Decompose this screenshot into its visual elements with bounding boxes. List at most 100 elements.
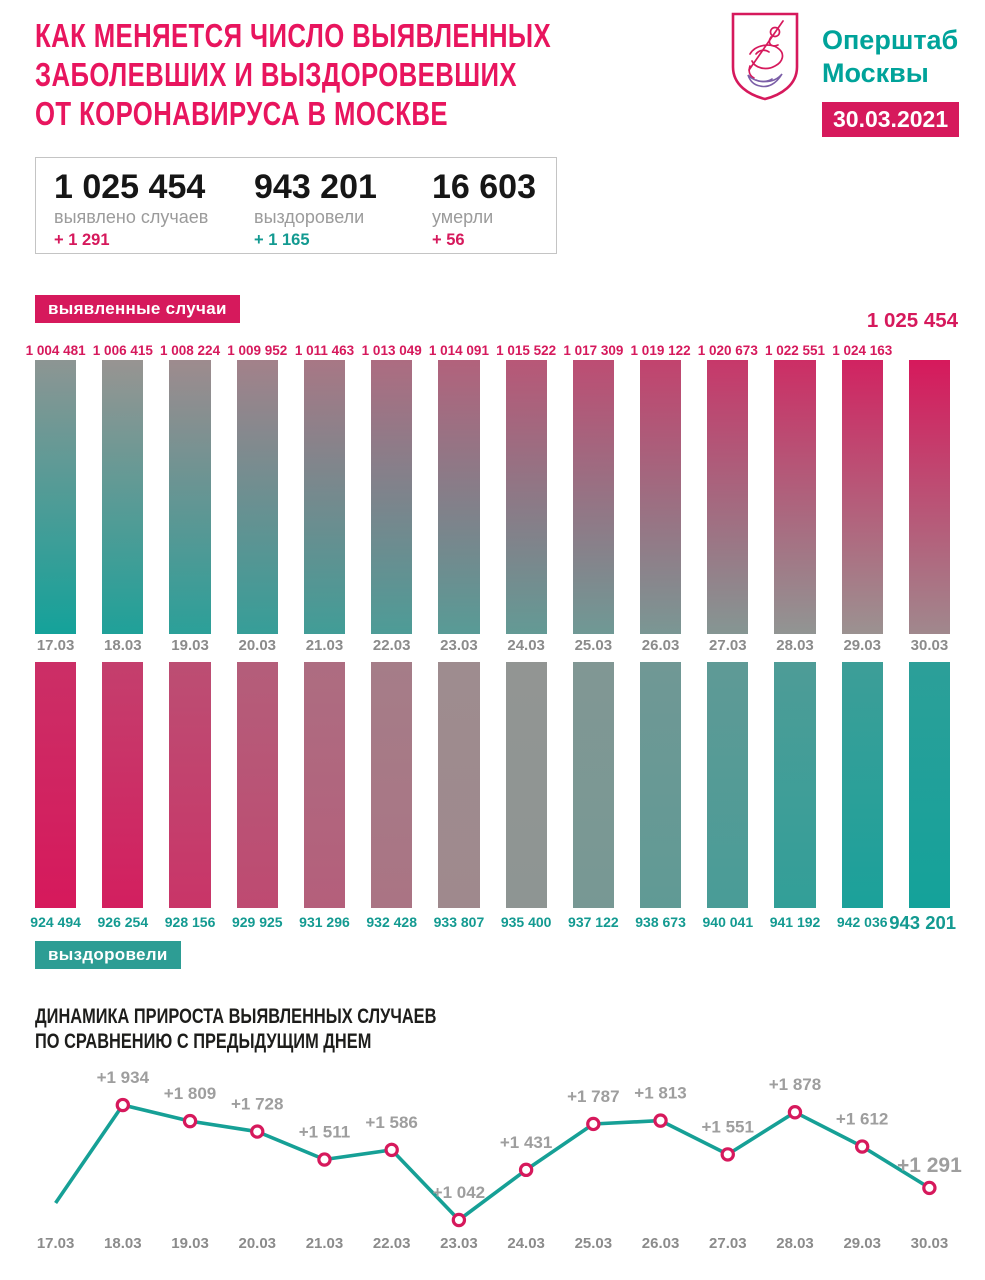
date-label: 24.03 — [507, 1235, 545, 1252]
bar — [841, 662, 883, 908]
data-point-marker — [182, 1113, 198, 1129]
recovered-value-labels: 924 494 926 254 928 156 929 925 931 296 932 4… — [30, 911, 956, 941]
date-label: 22.03 — [372, 1235, 411, 1252]
bar-value-label-text: 933 807 — [433, 914, 485, 930]
bar-value-label: 1 024 163 — [832, 332, 892, 358]
data-point-marker — [115, 1097, 131, 1113]
badge-recovered: выздоровели — [35, 941, 181, 969]
bar-value-label-text: 942 036 — [836, 914, 888, 930]
bar — [572, 360, 614, 634]
stat-delta: + 56 — [432, 231, 465, 249]
bar-value-label-text: 937 122 — [568, 914, 619, 930]
bar-value-label: 943 201 — [889, 911, 956, 941]
bar-value-label: 926 254 — [98, 911, 149, 941]
date-axis-line-chart: 17.03 18.03 19.03 20.03 21.03 22.03 23.03 24.03… — [35, 1235, 950, 1255]
bar-value-label-text: 929 925 — [231, 914, 283, 930]
bar-value-label: 1 013 049 — [362, 332, 422, 358]
stat-label: умерли — [432, 207, 494, 227]
increase-line — [54, 1103, 931, 1222]
bar — [908, 662, 951, 908]
bar-value-label: 935 400 — [501, 911, 552, 941]
badge-confirmed-cases: выявленные случаи — [35, 295, 240, 323]
stat-label: выздоровели — [254, 207, 365, 227]
date-label: 25.03 — [574, 1235, 613, 1252]
bar-value-label: 1 019 122 — [631, 332, 691, 358]
bar — [35, 662, 77, 908]
date-label: 18.03 — [104, 637, 142, 654]
bar — [908, 360, 951, 634]
brand-name-line: Москвы — [822, 58, 929, 88]
date-badge: 30.03.2021 — [822, 102, 960, 137]
bar — [102, 360, 144, 634]
bar-value-label-text: 1 022 551 — [764, 343, 826, 358]
moscow-coat-of-arms-icon — [731, 12, 799, 101]
bar-value-label: 1 022 551 — [765, 332, 825, 358]
bar-value-label: 941 192 — [770, 911, 821, 941]
bar — [169, 360, 211, 634]
bar — [438, 662, 480, 908]
stat-label: выявлено случаев — [54, 207, 209, 227]
brand-name: Оперштаб Москвы — [822, 24, 958, 90]
date-label: 17.03 — [36, 1235, 75, 1252]
bar — [572, 662, 614, 908]
bar-value-label-text: 935 400 — [500, 914, 552, 930]
stat-delta: + 1 291 — [54, 231, 110, 249]
bar-value-label-text: 931 296 — [299, 914, 350, 930]
bar-value-label: 1 025 454 — [867, 309, 958, 358]
confirmed-bars-chart — [35, 360, 951, 634]
bar-value-label-text: 938 673 — [635, 914, 686, 930]
bar — [303, 360, 346, 634]
date-label: 21.03 — [305, 637, 344, 654]
confirmed-value-labels: 1 004 481 1 006 415 1 008 224 1 009 952 1 01… — [26, 309, 958, 358]
bar-value-label: 928 156 — [165, 911, 216, 941]
line-point-label: +1 511 — [299, 1123, 351, 1142]
data-point-marker — [854, 1139, 870, 1154]
date-label: 24.03 — [507, 637, 545, 654]
bar-value-label: 1 020 673 — [698, 332, 758, 358]
bar-value-label: 924 494 — [30, 911, 81, 941]
data-point-marker — [518, 1162, 534, 1178]
data-point-marker — [250, 1124, 265, 1139]
bar — [236, 360, 278, 634]
line-chart-title: ДИНАМИКА ПРИРОСТА ВЫЯВЛЕННЫХ СЛУЧАЕВ ПО … — [35, 1004, 503, 1054]
data-point-marker — [317, 1152, 332, 1167]
bar-value-label: 938 673 — [635, 911, 686, 941]
line-chart-title-line: ПО СРАВНЕНИЮ С ПРЕДЫДУЩИМ ДНЕМ — [35, 1030, 372, 1053]
bar — [505, 360, 547, 634]
bar-value-label: 942 036 — [837, 911, 888, 941]
date-label: 21.03 — [305, 1235, 344, 1252]
line-point-label: +1 813 — [634, 1084, 686, 1103]
bar-value-label-text: 1 004 481 — [25, 343, 86, 358]
bar — [35, 360, 77, 634]
line-point-label: +1 878 — [769, 1075, 821, 1094]
date-axis: 17.03 18.03 19.03 20.03 21.03 22.03 23.03 24.03… — [35, 637, 950, 657]
date-label: 27.03 — [709, 1235, 747, 1252]
stat-value: 943 201 — [254, 168, 377, 206]
bar-value-label-text: 1 015 522 — [496, 343, 557, 358]
data-point-marker — [922, 1180, 937, 1196]
bar — [102, 662, 144, 908]
bar-value-label-text: 1 025 454 — [866, 309, 959, 332]
stat-value: 1 025 454 — [54, 168, 206, 206]
date-label: 19.03 — [171, 637, 209, 654]
line-point-label: +1 042 — [433, 1183, 485, 1202]
bar-value-label-text: 924 494 — [30, 914, 81, 930]
bar — [236, 662, 278, 908]
data-point-marker — [653, 1113, 668, 1128]
data-point-marker — [384, 1142, 399, 1158]
bar-value-label: 937 122 — [568, 911, 619, 941]
stat-value: 16 603 — [432, 168, 536, 206]
bar — [371, 360, 413, 634]
line-point-label: +1 291 — [897, 1154, 962, 1177]
header-title: КАК МЕНЯЕТСЯ ЧИСЛО ВЫЯВЛЕННЫХ ЗАБОЛЕВШИХ… — [35, 16, 565, 133]
bar — [639, 360, 682, 634]
bar-value-label-text: 1 014 091 — [428, 343, 489, 358]
date-label: 30.03 — [910, 637, 949, 654]
data-point-marker — [586, 1116, 601, 1132]
bar-value-label: 940 041 — [702, 911, 753, 941]
bar-value-label-text: 940 041 — [702, 914, 754, 930]
bar — [371, 662, 413, 908]
date-label: 25.03 — [574, 637, 613, 654]
line-point-label: +1 431 — [500, 1133, 552, 1152]
